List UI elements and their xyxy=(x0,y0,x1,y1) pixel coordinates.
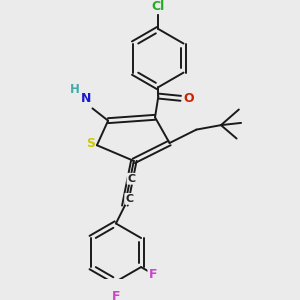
Text: N: N xyxy=(81,92,91,105)
Text: C: C xyxy=(128,174,136,184)
Text: C: C xyxy=(125,194,134,204)
Text: Cl: Cl xyxy=(152,0,165,13)
Text: H: H xyxy=(70,83,80,96)
Text: F: F xyxy=(148,268,157,281)
Text: O: O xyxy=(183,92,194,105)
Text: S: S xyxy=(86,136,95,149)
Text: F: F xyxy=(112,290,120,300)
